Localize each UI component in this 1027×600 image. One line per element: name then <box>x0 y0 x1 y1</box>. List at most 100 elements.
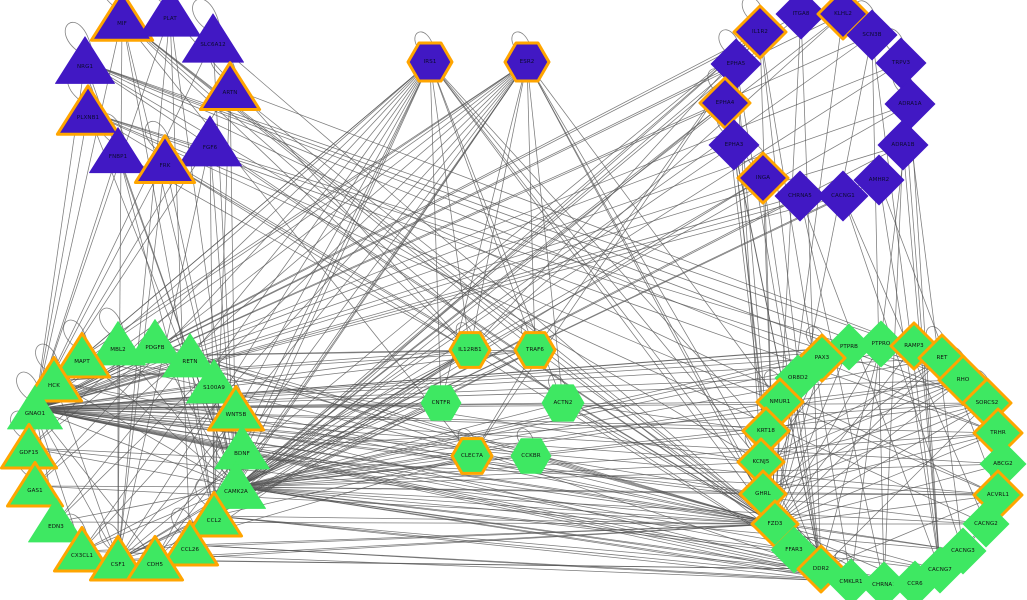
graph-edge <box>117 344 776 525</box>
hexagon-node-icon <box>503 41 551 83</box>
graph-edge <box>189 523 776 546</box>
graph-edge <box>235 102 726 488</box>
graph-node-irs1[interactable]: IRS1 <box>403 35 457 89</box>
graph-edge <box>34 408 473 457</box>
graph-edge <box>762 402 988 495</box>
triangle-node-icon <box>24 355 84 403</box>
triangle-node-icon <box>139 0 201 37</box>
triangle-node-icon <box>177 115 243 167</box>
graph-edge <box>34 408 119 561</box>
triangle-node-icon <box>186 359 242 404</box>
diamond-node-icon <box>846 9 898 61</box>
graph-edge <box>774 379 964 525</box>
graph-edge <box>87 111 999 496</box>
graph-edge <box>34 177 764 410</box>
graph-edge <box>81 61 528 358</box>
graph-edge <box>429 61 767 432</box>
graph-edge <box>53 349 471 382</box>
graph-self-loop <box>107 0 130 11</box>
graph-edge <box>235 63 737 488</box>
graph-node-cckbr[interactable]: CCKBR <box>508 433 554 479</box>
graph-edge <box>81 349 471 552</box>
diamond-node-icon <box>962 500 1010 548</box>
graph-edge <box>34 144 735 410</box>
graph-edge <box>235 486 776 525</box>
graph-node-actn2[interactable]: ACTN2 <box>539 379 587 427</box>
graph-edge <box>235 401 781 488</box>
graph-edge <box>235 486 795 551</box>
graph-edge <box>213 515 852 583</box>
diamond-node-icon <box>708 119 760 171</box>
graph-edge <box>117 151 471 351</box>
graph-edge <box>34 408 1004 465</box>
graph-edge <box>117 61 528 561</box>
graph-edge <box>209 142 776 525</box>
diamond-node-icon <box>774 170 826 222</box>
graph-edge <box>34 343 882 410</box>
graph-node-clec7a[interactable]: CLEC7A <box>447 431 497 481</box>
hexagon-node-icon <box>448 331 492 369</box>
graph-edge <box>235 461 762 488</box>
graph-edge <box>429 61 776 525</box>
graph-edge <box>526 61 764 495</box>
graph-edge <box>121 17 564 404</box>
graph-edge <box>84 61 943 359</box>
graph-edge <box>235 486 822 570</box>
graph-edge <box>241 402 988 450</box>
graph-edge <box>53 380 237 488</box>
graph-edge <box>469 61 528 351</box>
graph-self-loop <box>99 307 126 339</box>
graph-edge <box>34 408 987 525</box>
graph-edge <box>117 17 123 561</box>
graph-edge <box>235 103 911 488</box>
graph-edge <box>34 408 243 450</box>
graph-self-loop <box>64 21 93 56</box>
graph-edge <box>429 61 442 404</box>
graph-node-cdh5[interactable]: CDH5 <box>123 528 187 592</box>
graph-edge <box>34 408 237 488</box>
graph-edge <box>55 486 237 523</box>
graph-edge <box>526 61 781 403</box>
graph-edge <box>229 87 776 525</box>
graph-edge <box>235 34 873 488</box>
graph-node-amhr2[interactable]: AMHR2 <box>851 152 907 208</box>
graph-edge <box>871 34 885 586</box>
triangle-node-icon <box>214 425 270 470</box>
graph-node-ccr6[interactable]: CCR6 <box>889 558 941 600</box>
graph-edge <box>213 102 726 517</box>
graph-edge <box>34 111 89 410</box>
hexagon-node-icon <box>420 385 462 421</box>
graph-node-frk[interactable]: FRK <box>131 127 199 195</box>
graph-edge <box>842 195 964 552</box>
triangle-node-icon <box>90 321 146 366</box>
graph-edge <box>34 408 237 411</box>
graph-edge <box>235 62 902 488</box>
graph-node-traf6[interactable]: TRAF6 <box>510 325 560 375</box>
graph-edge <box>154 559 822 570</box>
graph-self-loop <box>99 522 126 554</box>
graph-edge <box>774 523 941 571</box>
graph-edge <box>765 379 964 432</box>
graph-node-il12rb1[interactable]: IL12RB1 <box>445 325 495 375</box>
graph-edge <box>34 408 767 432</box>
graph-edge <box>34 408 762 463</box>
graph-edge <box>34 349 471 410</box>
graph-edge <box>28 61 528 449</box>
triangle-node-icon <box>162 333 218 378</box>
diamond-node-icon <box>891 560 939 600</box>
diamond-node-icon <box>827 558 875 600</box>
graph-edge <box>34 408 885 586</box>
graph-edge <box>34 195 801 410</box>
triangle-node-icon <box>198 61 262 111</box>
graph-edge <box>235 379 964 488</box>
graph-edge <box>213 515 822 570</box>
graph-edge <box>526 61 564 404</box>
graph-node-esr2[interactable]: ESR2 <box>500 35 554 89</box>
graph-edge <box>878 179 941 571</box>
hexagon-node-icon <box>513 331 557 369</box>
graph-node-cntfr[interactable]: CNTFR <box>418 380 464 426</box>
triangle-node-icon <box>133 134 197 184</box>
graph-edge <box>117 61 431 561</box>
